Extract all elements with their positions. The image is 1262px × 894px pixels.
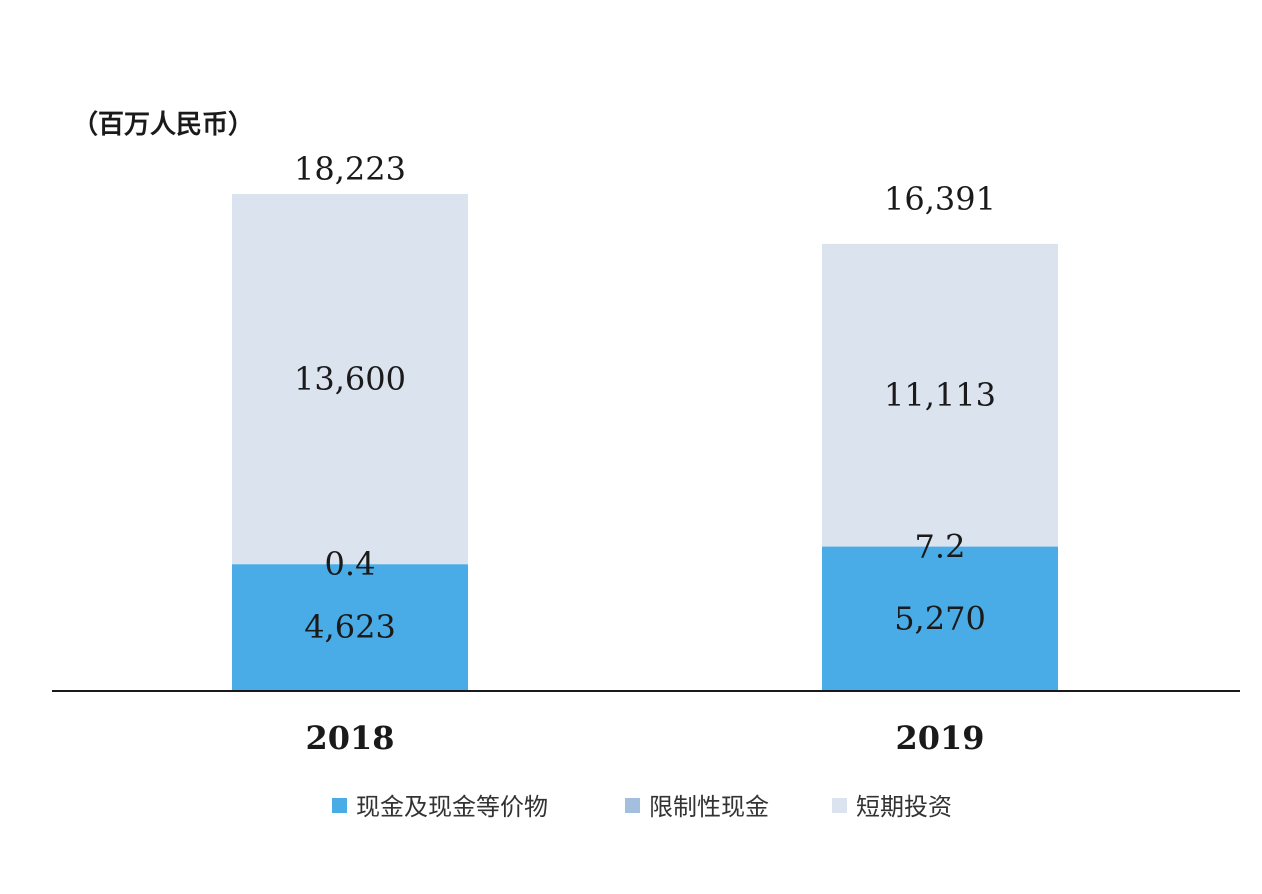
legend-swatch-s1 <box>625 798 640 813</box>
legend-label-s2: 短期投资 <box>856 793 952 821</box>
data-label-2018-s0: 4,623 <box>304 608 396 646</box>
legend-label-s1: 限制性现金 <box>649 793 769 821</box>
bar-segment-2019-s0 <box>822 546 1058 690</box>
data-label-2018-s2: 13,600 <box>294 360 406 398</box>
data-label-2019-s0: 5,270 <box>894 599 986 637</box>
legend: 现金及现金等价物 限制性现金 短期投资 <box>332 793 952 821</box>
bars-group <box>232 194 1058 690</box>
bar-segment-2018-s0 <box>232 564 468 690</box>
x-tick-label-2018: 2018 <box>305 719 394 757</box>
total-label-2018: 18,223 <box>294 150 406 188</box>
data-label-2019-s1: 7.2 <box>915 528 966 566</box>
data-label-2019-s2: 11,113 <box>884 376 996 414</box>
unit-label: （百万人民币） <box>72 110 254 140</box>
labels-group: 4,623 0.4 13,600 18,223 2018 5,270 7.2 11,113 16… <box>294 150 996 757</box>
bar-segment-2018-s2 <box>232 194 468 565</box>
x-tick-label-2019: 2019 <box>895 719 984 757</box>
bar-segment-2019-s2 <box>822 243 1058 547</box>
legend-swatch-s0 <box>332 798 347 813</box>
legend-swatch-s2 <box>832 798 847 813</box>
legend-label-s0: 现金及现金等价物 <box>356 793 548 821</box>
total-label-2019: 16,391 <box>884 180 996 218</box>
data-label-2018-s1: 0.4 <box>325 545 376 583</box>
